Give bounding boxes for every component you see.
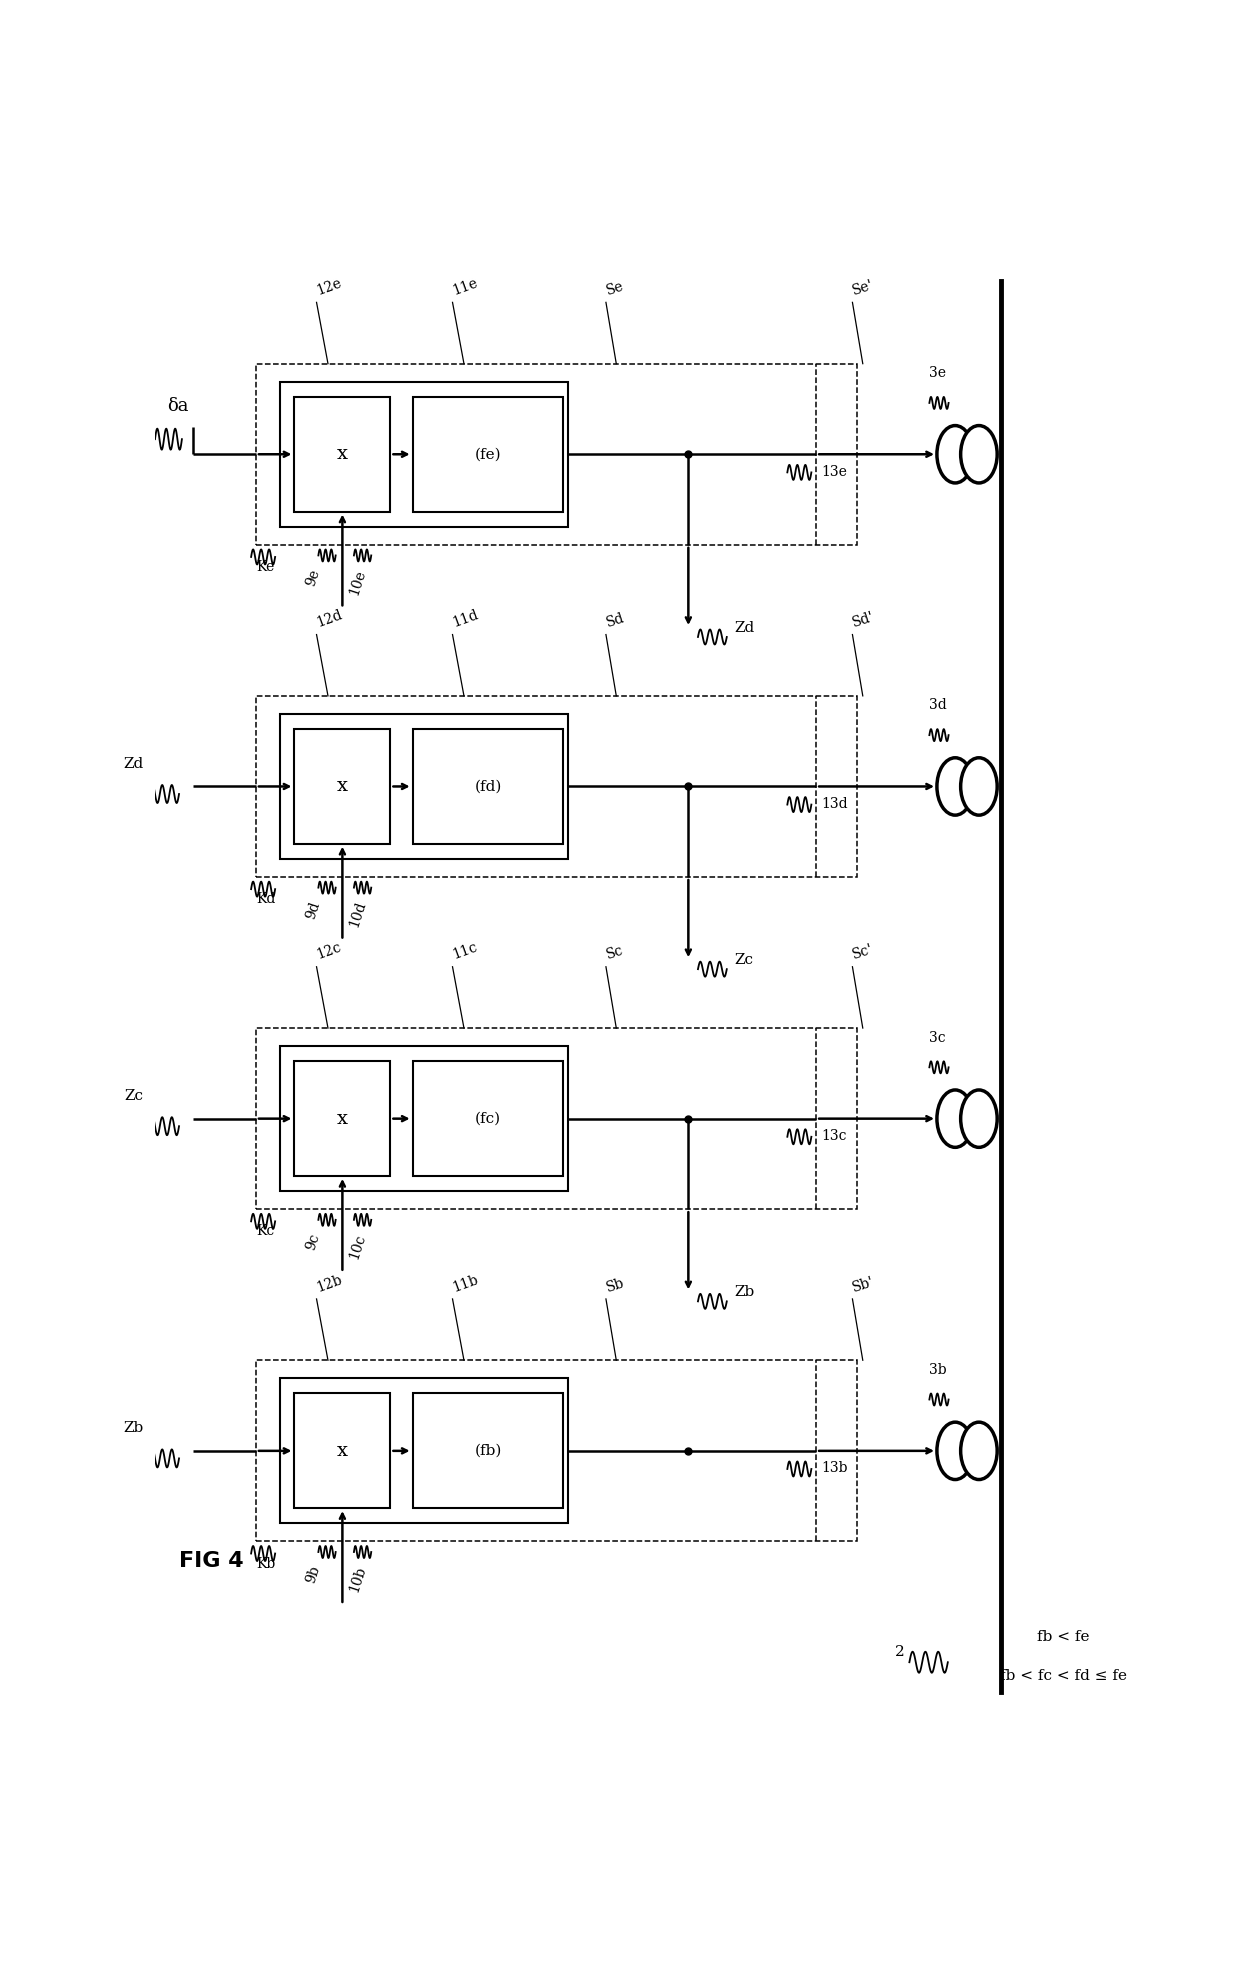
Bar <box>255 696 857 877</box>
Circle shape <box>961 1090 997 1147</box>
Text: δa: δa <box>167 396 188 416</box>
Text: fb < fc < fd ≤ fe: fb < fc < fd ≤ fe <box>999 1669 1127 1683</box>
Text: fb < fe: fb < fe <box>1037 1630 1090 1643</box>
Circle shape <box>937 426 973 482</box>
Text: Kc: Kc <box>255 1224 274 1237</box>
Text: 3c: 3c <box>929 1031 946 1045</box>
Text: 11d: 11d <box>450 608 481 629</box>
Text: x: x <box>337 777 348 796</box>
Text: Kb: Kb <box>255 1557 275 1571</box>
Text: x: x <box>337 1110 348 1128</box>
Text: 13c: 13c <box>821 1130 847 1143</box>
Text: 10b: 10b <box>347 1565 368 1594</box>
Bar <box>413 1394 563 1508</box>
Text: Sd: Sd <box>604 612 626 629</box>
Text: (fe): (fe) <box>475 447 501 461</box>
Bar <box>255 363 857 545</box>
Text: Sb': Sb' <box>851 1275 875 1294</box>
Text: 2: 2 <box>895 1645 905 1659</box>
Bar <box>280 1379 568 1524</box>
Text: 3e: 3e <box>929 367 946 380</box>
Bar <box>294 1061 391 1177</box>
Text: Zb: Zb <box>123 1422 144 1435</box>
Text: 12e: 12e <box>315 277 343 298</box>
Text: (fc): (fc) <box>475 1112 501 1126</box>
Bar <box>280 1045 568 1190</box>
Bar <box>255 1028 857 1210</box>
Text: Se: Se <box>604 278 625 298</box>
Text: Kd: Kd <box>255 892 275 906</box>
Circle shape <box>937 1090 973 1147</box>
Text: Ke: Ke <box>255 561 274 575</box>
Text: Sc': Sc' <box>851 943 875 963</box>
Text: Sd': Sd' <box>851 610 877 629</box>
Text: 11b: 11b <box>450 1273 480 1294</box>
Circle shape <box>961 426 997 482</box>
Text: 10e: 10e <box>347 567 368 596</box>
Text: Zd: Zd <box>734 622 755 635</box>
Text: 11e: 11e <box>450 277 480 298</box>
Text: FIG 4: FIG 4 <box>179 1551 243 1571</box>
Bar <box>280 382 568 528</box>
Text: Sc: Sc <box>604 943 625 963</box>
Text: (fb): (fb) <box>474 1443 502 1457</box>
Text: 13b: 13b <box>821 1461 847 1475</box>
Text: 3b: 3b <box>929 1363 947 1377</box>
Bar <box>255 1361 857 1541</box>
Text: x: x <box>337 1441 348 1459</box>
Text: 12b: 12b <box>315 1273 345 1294</box>
Text: 10c: 10c <box>347 1232 368 1261</box>
Bar <box>294 396 391 512</box>
Bar <box>413 396 563 512</box>
Bar <box>294 729 391 843</box>
Text: Zb: Zb <box>734 1284 755 1300</box>
Circle shape <box>937 1422 973 1479</box>
Bar <box>413 1061 563 1177</box>
Text: 10d: 10d <box>347 900 368 930</box>
Text: 12c: 12c <box>315 941 343 963</box>
Text: 13e: 13e <box>821 465 847 478</box>
Circle shape <box>961 1422 997 1479</box>
Circle shape <box>937 757 973 816</box>
Bar <box>413 729 563 843</box>
Text: Se': Se' <box>851 278 875 298</box>
Text: 13d: 13d <box>821 796 848 812</box>
Text: 3d: 3d <box>929 698 947 712</box>
Text: x: x <box>337 445 348 463</box>
Text: 9b: 9b <box>304 1565 322 1584</box>
Text: Zd: Zd <box>123 757 144 771</box>
Text: Sb: Sb <box>604 1275 626 1294</box>
Text: 9c: 9c <box>304 1232 322 1251</box>
Text: Zc: Zc <box>124 1088 144 1102</box>
Text: 9d: 9d <box>304 900 322 922</box>
Bar <box>294 1394 391 1508</box>
Text: 12d: 12d <box>315 608 345 629</box>
Text: Zc: Zc <box>734 953 754 967</box>
Bar <box>280 714 568 859</box>
Text: (fd): (fd) <box>474 779 502 794</box>
Circle shape <box>961 757 997 816</box>
Text: 9e: 9e <box>304 567 322 588</box>
Text: 11c: 11c <box>450 941 480 963</box>
